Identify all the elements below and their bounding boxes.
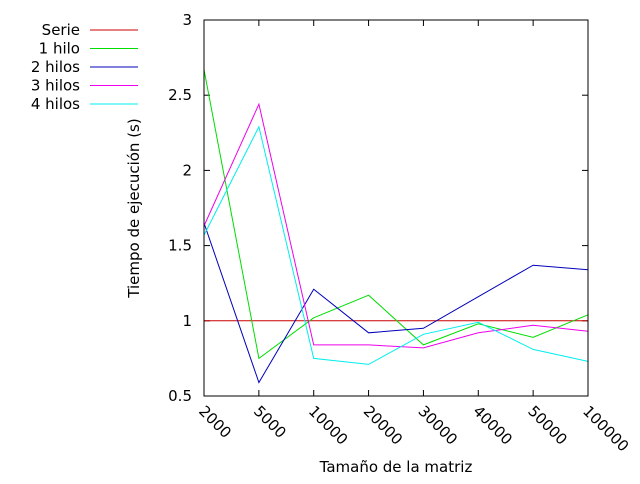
y-axis-label: Tiempo de ejecución (s) xyxy=(125,118,143,298)
y-tick-label: 3 xyxy=(182,11,192,29)
y-tick-label: 2.5 xyxy=(168,86,192,104)
x-axis-label: Tamaño de la matriz xyxy=(319,458,473,476)
x-tick-label: 5000 xyxy=(250,402,290,442)
x-tick-label: 20000 xyxy=(360,402,406,448)
ticks-layer: 0.5 1 1.5 2 2.5 3 2000 5000 10000 20000 30000 40000… xyxy=(168,11,632,455)
legend-label: Serie xyxy=(42,21,80,39)
x-tick-label: 50000 xyxy=(524,402,570,448)
series-line-1 xyxy=(203,69,589,360)
x-tick-label: 100000 xyxy=(579,402,632,455)
legend-label: 2 hilos xyxy=(31,58,80,76)
series-line-4 xyxy=(203,125,589,365)
series-layer xyxy=(203,69,589,384)
legend-label: 1 hilo xyxy=(39,40,80,58)
plot-frame xyxy=(203,19,589,397)
y-tick-label: 1 xyxy=(182,312,192,330)
legend-label: 4 hilos xyxy=(31,95,80,113)
y-tick-label: 2 xyxy=(182,161,192,179)
x-tick-label: 40000 xyxy=(469,402,515,448)
x-tick-label: 10000 xyxy=(305,402,351,448)
y-tick-label: 0.5 xyxy=(168,387,192,405)
x-tick-label: 2000 xyxy=(195,402,235,442)
y-tick-label: 1.5 xyxy=(168,237,192,255)
x-tick-label: 30000 xyxy=(415,402,461,448)
legend-label: 3 hilos xyxy=(31,77,80,95)
series-line-2 xyxy=(203,222,589,384)
series-line-3 xyxy=(203,102,589,349)
